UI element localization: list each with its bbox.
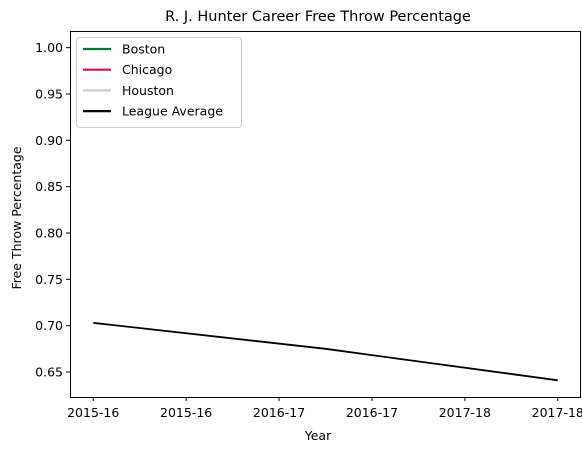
legend-label-houston: Houston bbox=[122, 83, 174, 98]
y-tick-label: 0.80 bbox=[35, 225, 63, 240]
y-axis: 0.65 0.70 0.75 0.80 0.85 0.90 0.95 1.00 bbox=[35, 40, 70, 379]
x-axis-label: Year bbox=[304, 428, 332, 443]
x-axis: 2015-16 2015-16 2016-17 2016-17 2017-18 2017-… bbox=[67, 397, 582, 420]
y-tick-label: 0.65 bbox=[35, 364, 63, 379]
y-tick-label: 0.90 bbox=[35, 133, 63, 148]
x-tick-label: 2017-18 bbox=[439, 405, 491, 420]
x-tick-label: 2015-16 bbox=[67, 405, 119, 420]
y-tick-label: 0.95 bbox=[35, 87, 63, 102]
x-tick-label: 2016-17 bbox=[346, 405, 398, 420]
x-tick-label: 2015-16 bbox=[160, 405, 212, 420]
legend: Boston Chicago Houston League Average bbox=[77, 38, 242, 128]
y-tick-label: 0.75 bbox=[35, 272, 63, 287]
legend-label-boston: Boston bbox=[122, 42, 165, 57]
legend-label-chicago: Chicago bbox=[122, 62, 172, 77]
y-axis-label: Free Throw Percentage bbox=[9, 146, 24, 289]
y-tick-label: 0.70 bbox=[35, 318, 63, 333]
x-tick-label: 2016-17 bbox=[253, 405, 305, 420]
chart-title: R. J. Hunter Career Free Throw Percentag… bbox=[165, 9, 471, 25]
y-tick-label: 0.85 bbox=[35, 179, 63, 194]
x-tick-label: 2017-18 bbox=[532, 405, 582, 420]
series-line-league-average bbox=[93, 323, 558, 380]
plot-area bbox=[93, 323, 558, 380]
y-tick-label: 1.00 bbox=[35, 40, 63, 55]
legend-label-league-average: League Average bbox=[122, 104, 223, 119]
